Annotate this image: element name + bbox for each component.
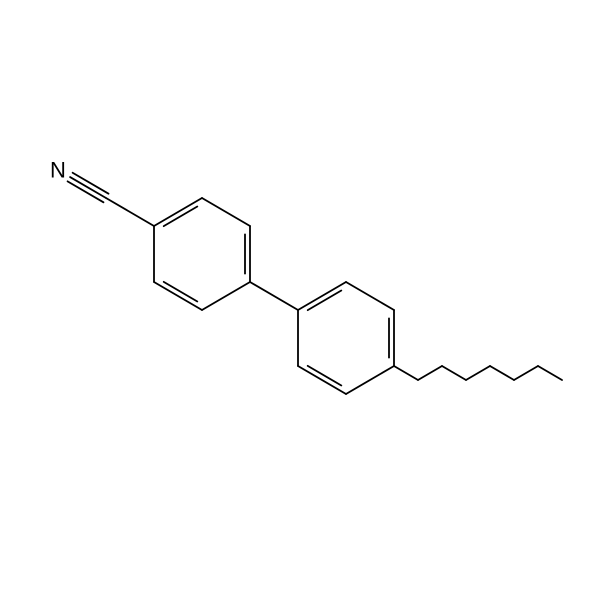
molecule-diagram: N bbox=[0, 0, 600, 600]
diagram-background bbox=[0, 0, 600, 600]
atom-label-n: N bbox=[50, 158, 66, 183]
